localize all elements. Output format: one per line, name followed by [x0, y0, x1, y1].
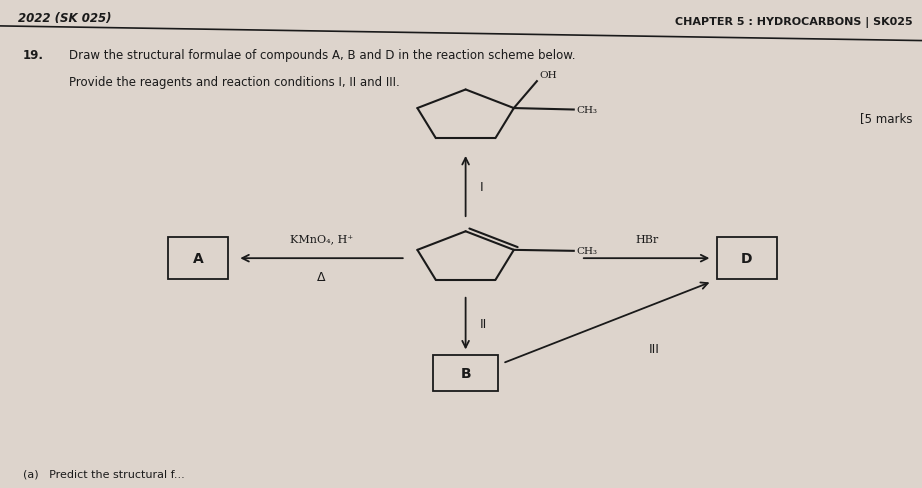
Text: Δ: Δ: [317, 271, 325, 284]
Text: CHAPTER 5 : HYDROCARBONS | SK025: CHAPTER 5 : HYDROCARBONS | SK025: [675, 17, 913, 28]
Text: (a)   Predict the structural f...: (a) Predict the structural f...: [23, 468, 184, 478]
Text: CH₃: CH₃: [576, 247, 597, 256]
Text: Draw the structural formulae of compounds A, B and D in the reaction scheme belo: Draw the structural formulae of compound…: [69, 49, 575, 62]
Text: KMnO₄, H⁺: KMnO₄, H⁺: [290, 234, 353, 244]
Text: [5 marks: [5 marks: [860, 112, 913, 125]
Text: D: D: [741, 252, 752, 265]
Text: CH₃: CH₃: [576, 106, 597, 115]
Text: II: II: [479, 317, 487, 330]
Text: I: I: [479, 180, 483, 193]
Text: A: A: [193, 252, 204, 265]
Text: HBr: HBr: [635, 235, 658, 245]
Text: III: III: [649, 343, 660, 355]
Text: 19.: 19.: [23, 49, 44, 62]
Text: 2022 (SK 025): 2022 (SK 025): [18, 12, 112, 25]
Text: Provide the reagents and reaction conditions I, II and III.: Provide the reagents and reaction condit…: [69, 76, 400, 89]
Text: B: B: [460, 366, 471, 380]
Text: OH: OH: [539, 71, 557, 80]
